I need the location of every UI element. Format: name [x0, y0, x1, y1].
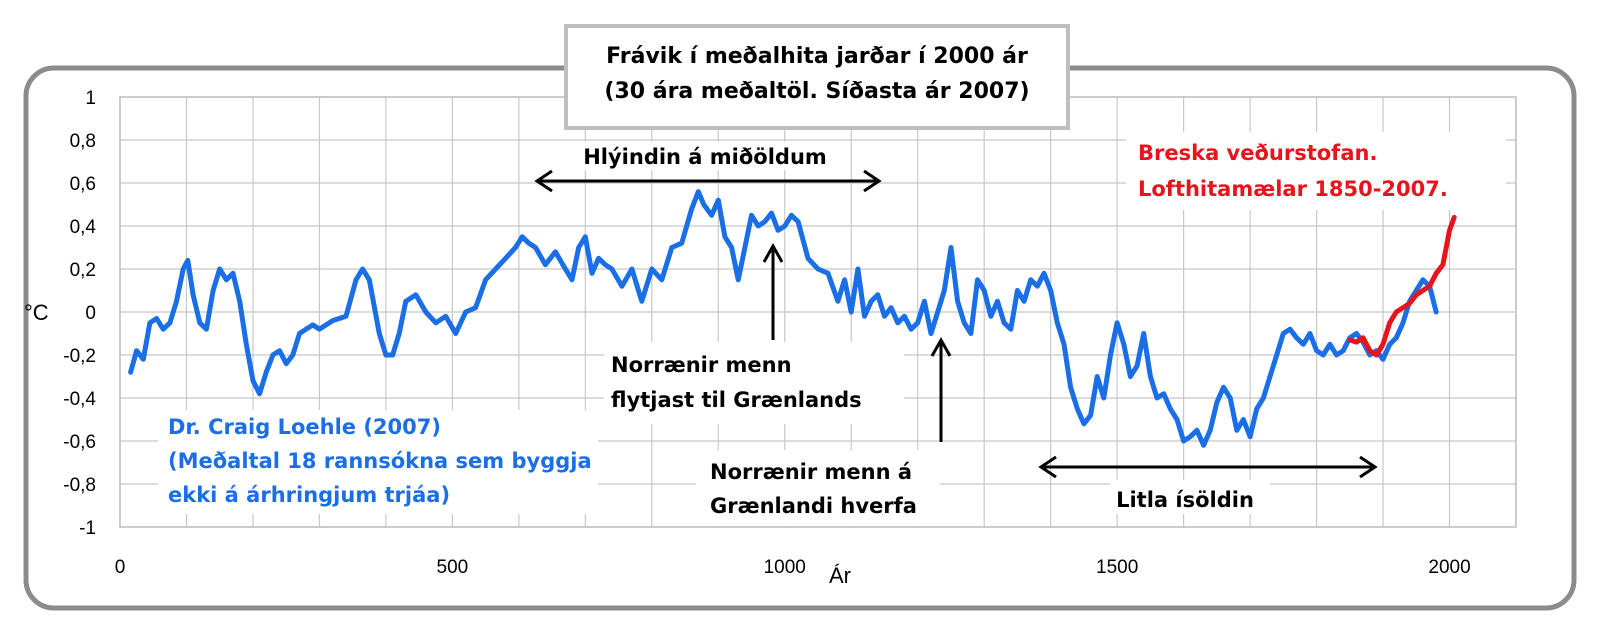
double-arrow-little-ice-age: [1038, 455, 1378, 479]
x-tick-label: 1000: [764, 557, 806, 578]
legend-met-office-line1: Breska veðurstofan.: [1138, 141, 1377, 165]
y-tick-label: 1: [85, 88, 96, 109]
double-arrow-medieval: [534, 169, 882, 193]
medieval-warm-bg: [570, 142, 840, 170]
arrow-norse-vanish: [930, 336, 952, 442]
series-layer: [128, 189, 1457, 448]
chart-subtitle: (30 ára meðaltöl. Síðasta ár 2007): [604, 79, 1029, 104]
series-line-met-office: [1347, 214, 1457, 358]
y-tick-label: -0,6: [63, 432, 96, 453]
chart-title: Frávik í meðalhita jarðar í 2000 ár: [606, 44, 1028, 69]
norse-arrive-bg: [604, 342, 904, 424]
little-ice-age-bg: [1110, 480, 1270, 514]
annotation-medieval-warm: Hlýindin á miðöldum: [583, 145, 827, 169]
x-tick-label: 500: [437, 557, 469, 578]
legend-loehle-line1: Dr. Craig Loehle (2007): [168, 415, 441, 439]
arrow-norse-arrive: [762, 242, 784, 340]
norse-vanish-bg: [696, 450, 940, 526]
y-axis-ticks: 1 0,8 0,6 0,4 0,2 0 -0,2 -0,4 -0,6 -0,8 -1: [63, 88, 96, 539]
y-axis-label: °C: [24, 300, 49, 325]
met-label-bg: [1126, 132, 1506, 210]
x-axis-ticks: 0 500 1000 1500 2000: [115, 557, 1471, 578]
annotation-little-ice-age: Litla ísöldin: [1116, 488, 1254, 512]
y-tick-label: 0,4: [70, 217, 97, 238]
loehle-label-bg: [158, 410, 598, 514]
y-tick-label: 0: [85, 303, 96, 324]
x-tick-label: 1500: [1096, 557, 1138, 578]
legend-met-office-line2: Lofthitamælar 1850-2007.: [1138, 177, 1448, 201]
annotation-norse-arrive-line2: flytjast til Grænlands: [611, 388, 862, 412]
title-box: [564, 24, 1070, 130]
y-tick-label: -0,4: [63, 389, 96, 410]
x-tick-label: 0: [115, 557, 126, 578]
y-tick-label: 0,2: [70, 260, 96, 281]
y-tick-label: -0,2: [63, 346, 96, 367]
x-axis-label: Ár: [829, 563, 851, 588]
y-tick-label: 0,6: [70, 174, 96, 195]
x-tick-label: 2000: [1428, 557, 1470, 578]
y-tick-label: -1: [79, 518, 96, 539]
annotation-norse-arrive-line1: Norrænir menn: [611, 353, 792, 377]
legend-loehle-line3: ekki á árhringjum trjáa): [168, 483, 450, 507]
series-line-loehle: [128, 189, 1439, 448]
legend-loehle-line2: (Meðaltal 18 rannsókna sem byggja: [168, 449, 592, 473]
annotation-norse-vanish-line2: Grænlandi hverfa: [710, 494, 917, 518]
y-tick-label: -0,8: [63, 475, 96, 496]
y-tick-label: 0,8: [70, 131, 96, 152]
annotation-norse-vanish-line1: Norrænir menn á: [710, 460, 912, 484]
